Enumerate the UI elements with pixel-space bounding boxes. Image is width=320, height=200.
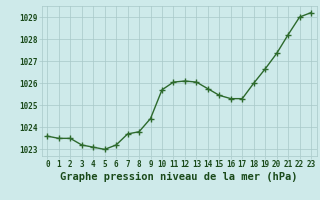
X-axis label: Graphe pression niveau de la mer (hPa): Graphe pression niveau de la mer (hPa): [60, 172, 298, 182]
